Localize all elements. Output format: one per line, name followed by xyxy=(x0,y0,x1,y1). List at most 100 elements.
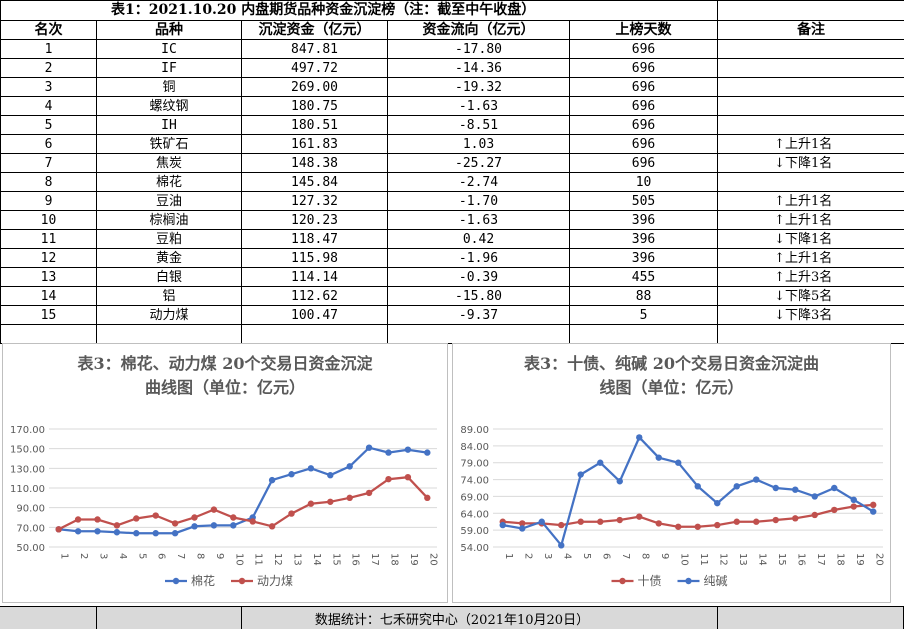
rank-cell[interactable]: 10 xyxy=(1,211,97,230)
days-cell[interactable]: 696 xyxy=(570,154,718,173)
note-cell[interactable]: ↑上升1名 xyxy=(718,192,904,211)
rank-cell[interactable]: 15 xyxy=(1,306,97,325)
name-cell[interactable]: 动力煤 xyxy=(97,306,242,325)
flow-cell[interactable]: -15.80 xyxy=(388,287,570,306)
name-cell[interactable]: 豆油 xyxy=(97,192,242,211)
table-cell[interactable] xyxy=(242,325,388,344)
name-cell[interactable]: 焦炭 xyxy=(97,154,242,173)
header-days[interactable]: 上榜天数 xyxy=(570,21,718,40)
fund-cell[interactable]: 112.62 xyxy=(242,287,388,306)
fund-cell[interactable]: 269.00 xyxy=(242,78,388,97)
days-cell[interactable]: 696 xyxy=(570,116,718,135)
days-cell[interactable]: 696 xyxy=(570,40,718,59)
fund-cell[interactable]: 127.32 xyxy=(242,192,388,211)
rank-cell[interactable]: 8 xyxy=(1,173,97,192)
table-cell[interactable] xyxy=(718,325,904,344)
rank-cell[interactable]: 12 xyxy=(1,249,97,268)
table-cell[interactable] xyxy=(718,1,904,21)
flow-cell[interactable]: 0.42 xyxy=(388,230,570,249)
note-cell[interactable]: ↑上升3名 xyxy=(718,268,904,287)
fund-cell[interactable]: 115.98 xyxy=(242,249,388,268)
name-cell[interactable]: 铝 xyxy=(97,287,242,306)
fund-cell[interactable]: 120.23 xyxy=(242,211,388,230)
table-cell[interactable] xyxy=(388,325,570,344)
rank-cell[interactable]: 6 xyxy=(1,135,97,154)
rank-cell[interactable]: 3 xyxy=(1,78,97,97)
rank-cell[interactable]: 2 xyxy=(1,59,97,78)
header-flow[interactable]: 资金流向（亿元） xyxy=(388,21,570,40)
flow-cell[interactable]: 1.03 xyxy=(388,135,570,154)
name-cell[interactable]: IF xyxy=(97,59,242,78)
table-cell[interactable] xyxy=(570,325,718,344)
header-fund[interactable]: 沉淀资金（亿元） xyxy=(242,21,388,40)
note-cell[interactable]: ↑上升1名 xyxy=(718,211,904,230)
flow-cell[interactable]: -19.32 xyxy=(388,78,570,97)
flow-cell[interactable]: -2.74 xyxy=(388,173,570,192)
rank-cell[interactable]: 5 xyxy=(1,116,97,135)
note-cell[interactable]: ↓下降1名 xyxy=(718,154,904,173)
days-cell[interactable]: 505 xyxy=(570,192,718,211)
fund-cell[interactable]: 114.14 xyxy=(242,268,388,287)
days-cell[interactable]: 10 xyxy=(570,173,718,192)
days-cell[interactable]: 5 xyxy=(570,306,718,325)
table-cell[interactable] xyxy=(1,325,97,344)
flow-cell[interactable]: -0.39 xyxy=(388,268,570,287)
days-cell[interactable]: 396 xyxy=(570,230,718,249)
fund-cell[interactable]: 148.38 xyxy=(242,154,388,173)
fund-cell[interactable]: 497.72 xyxy=(242,59,388,78)
name-cell[interactable]: IH xyxy=(97,116,242,135)
note-cell[interactable]: ↓下降3名 xyxy=(718,306,904,325)
name-cell[interactable]: 棉花 xyxy=(97,173,242,192)
flow-cell[interactable]: -1.70 xyxy=(388,192,570,211)
flow-cell[interactable]: -8.51 xyxy=(388,116,570,135)
days-cell[interactable]: 696 xyxy=(570,59,718,78)
note-cell[interactable]: ↑上升1名 xyxy=(718,135,904,154)
days-cell[interactable]: 88 xyxy=(570,287,718,306)
name-cell[interactable]: 黄金 xyxy=(97,249,242,268)
days-cell[interactable]: 696 xyxy=(570,135,718,154)
rank-cell[interactable]: 4 xyxy=(1,97,97,116)
header-name[interactable]: 品种 xyxy=(97,21,242,40)
flow-cell[interactable]: -1.96 xyxy=(388,249,570,268)
fund-cell[interactable]: 118.47 xyxy=(242,230,388,249)
note-cell[interactable]: ↓下降5名 xyxy=(718,287,904,306)
flow-cell[interactable]: -25.27 xyxy=(388,154,570,173)
days-cell[interactable]: 396 xyxy=(570,211,718,230)
name-cell[interactable]: IC xyxy=(97,40,242,59)
fund-cell[interactable]: 847.81 xyxy=(242,40,388,59)
name-cell[interactable]: 豆粕 xyxy=(97,230,242,249)
header-note[interactable]: 备注 xyxy=(718,21,904,40)
days-cell[interactable]: 455 xyxy=(570,268,718,287)
fund-cell[interactable]: 145.84 xyxy=(242,173,388,192)
rank-cell[interactable]: 13 xyxy=(1,268,97,287)
table-cell[interactable] xyxy=(97,325,242,344)
name-cell[interactable]: 铜 xyxy=(97,78,242,97)
fund-cell[interactable]: 161.83 xyxy=(242,135,388,154)
fund-cell[interactable]: 180.75 xyxy=(242,97,388,116)
rank-cell[interactable]: 1 xyxy=(1,40,97,59)
days-cell[interactable]: 696 xyxy=(570,97,718,116)
note-cell[interactable] xyxy=(718,78,904,97)
flow-cell[interactable]: -17.80 xyxy=(388,40,570,59)
fund-cell[interactable]: 180.51 xyxy=(242,116,388,135)
table-title[interactable]: 表1：2021.10.20 内盘期货品种资金沉淀榜（注：截至中午收盘） xyxy=(1,1,718,21)
note-cell[interactable] xyxy=(718,97,904,116)
note-cell[interactable]: ↓下降1名 xyxy=(718,230,904,249)
note-cell[interactable] xyxy=(718,173,904,192)
rank-cell[interactable]: 9 xyxy=(1,192,97,211)
rank-cell[interactable]: 14 xyxy=(1,287,97,306)
rank-cell[interactable]: 11 xyxy=(1,230,97,249)
flow-cell[interactable]: -14.36 xyxy=(388,59,570,78)
header-rank[interactable]: 名次 xyxy=(1,21,97,40)
fund-cell[interactable]: 100.47 xyxy=(242,306,388,325)
days-cell[interactable]: 696 xyxy=(570,78,718,97)
flow-cell[interactable]: -9.37 xyxy=(388,306,570,325)
days-cell[interactable]: 396 xyxy=(570,249,718,268)
note-cell[interactable]: ↑上升1名 xyxy=(718,249,904,268)
name-cell[interactable]: 白银 xyxy=(97,268,242,287)
rank-cell[interactable]: 7 xyxy=(1,154,97,173)
name-cell[interactable]: 螺纹钢 xyxy=(97,97,242,116)
name-cell[interactable]: 铁矿石 xyxy=(97,135,242,154)
